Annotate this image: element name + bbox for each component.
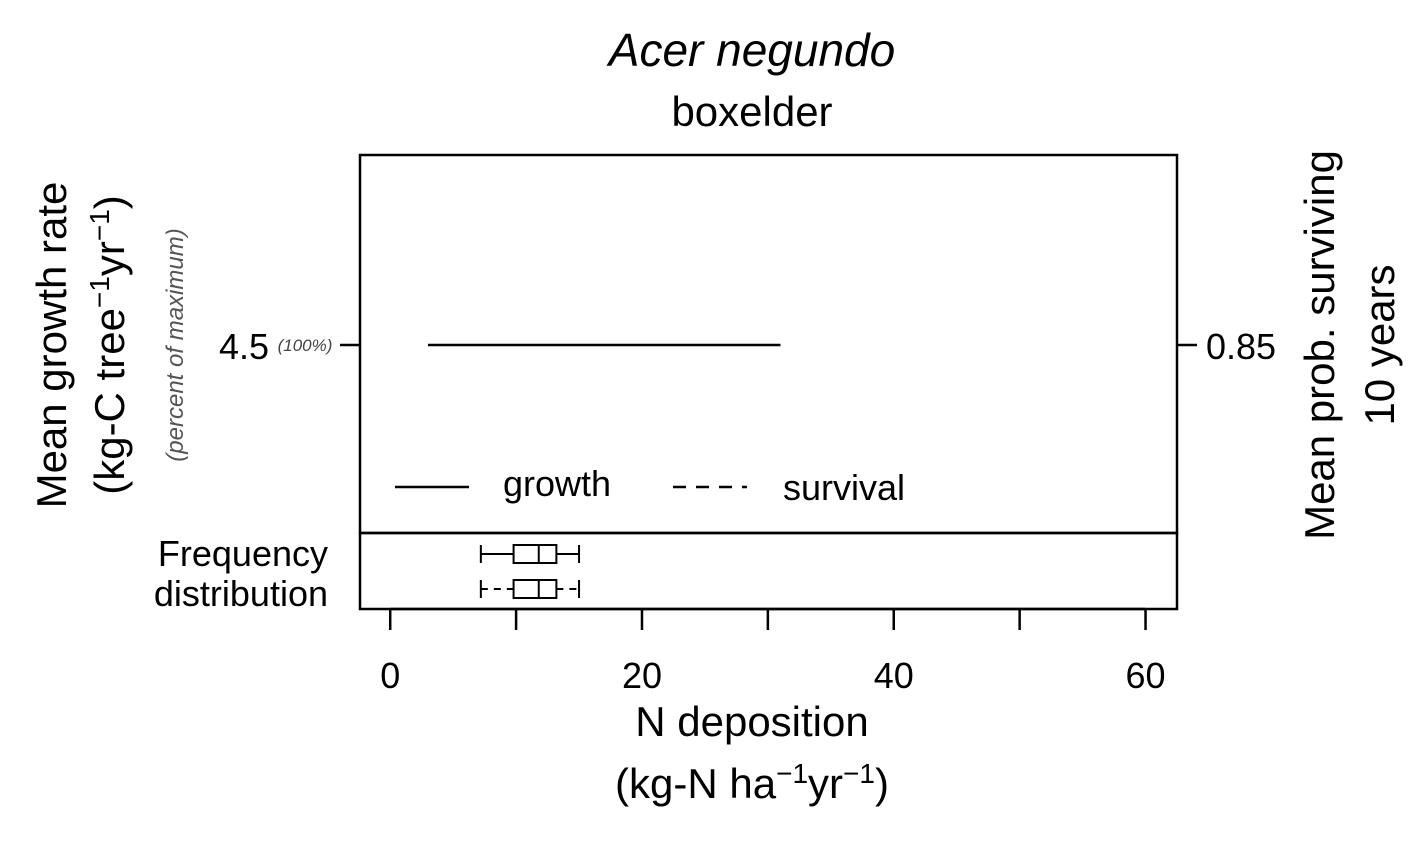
x-units-pre: (kg-N ha [615,760,777,807]
boxplot-layer [479,544,581,599]
x-units-sup1: −1 [776,758,808,789]
x-tick-label: 20 [622,655,662,696]
boxplot-box [512,544,558,564]
x-units-post: ) [875,760,889,807]
left-units-sup1: −1 [84,276,115,308]
legend-growth-label: growth [503,463,611,504]
left-y-tick-pct: (100%) [278,336,333,355]
x-axis: 0 20 40 60 [380,607,1166,696]
right-y-tick-label: 0.85 [1206,326,1276,367]
boxplot-box [512,579,558,599]
left-y-axis-units: (kg-C tree−1yr−1) [84,195,134,495]
frequency-label-line2: distribution [154,573,328,614]
right-y-axis-title-line2: 10 years [1356,264,1403,425]
left-units-mid: yr [86,241,133,276]
chart-subtitle: boxelder [671,88,832,135]
x-tick-label: 0 [380,655,400,696]
frequency-panel-frame [358,531,1179,611]
frequency-label-line1: Frequency [158,533,328,574]
left-units-post: ) [86,195,133,209]
left-units-pre: (kg-C tree [86,308,133,495]
left-units-sup2: −1 [84,209,115,241]
left-y-axis-note: (percent of maximum) [162,228,189,461]
x-axis-units: (kg-N ha−1yr−1) [615,758,889,808]
x-tick-label: 40 [874,655,914,696]
x-units-mid: yr [808,760,843,807]
right-y-axis-title-line1: Mean prob. surviving [1296,150,1343,540]
legend-survival-label: survival [783,467,905,508]
left-y-tick-label: 4.5 [219,326,269,367]
x-axis-title: N deposition [635,698,868,745]
x-tick-label: 60 [1126,655,1166,696]
left-y-axis-title: Mean growth rate [28,182,75,509]
chart-title: Acer negundo [606,24,895,76]
x-units-sup2: −1 [843,758,875,789]
